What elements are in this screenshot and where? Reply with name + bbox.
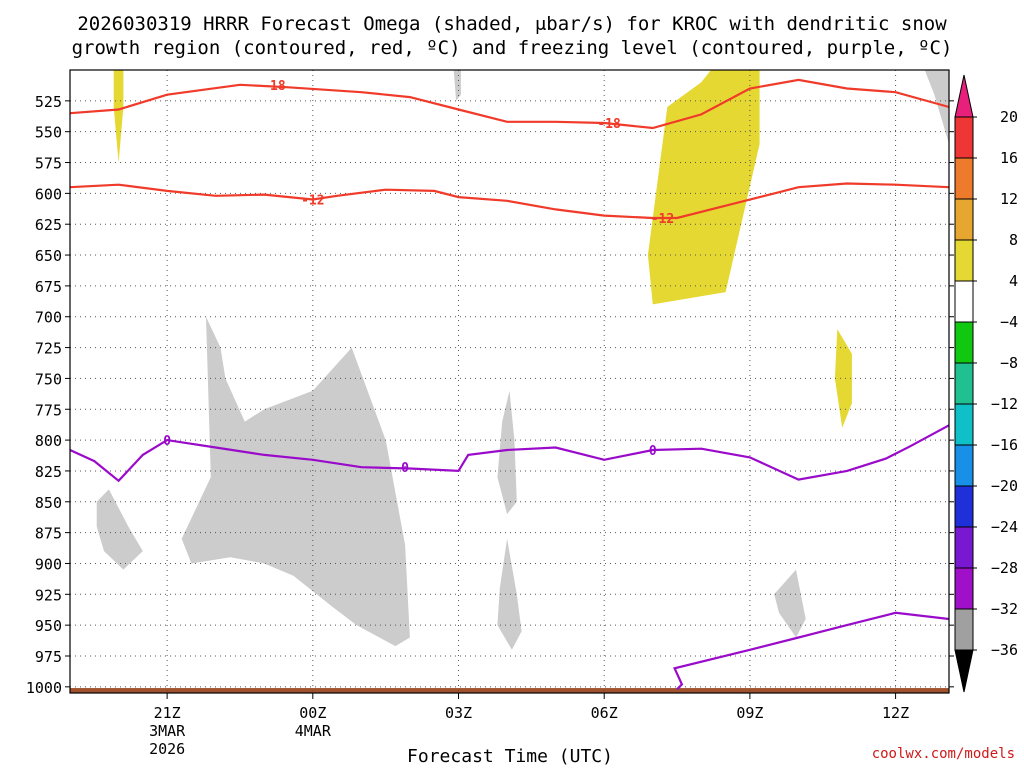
y-tick-label: 575 bbox=[35, 155, 62, 173]
contour-line-1 bbox=[69, 182, 950, 220]
plot-frame bbox=[69, 69, 950, 694]
colorbar-label: 4 bbox=[1009, 272, 1018, 290]
y-tick-label: 850 bbox=[35, 494, 62, 512]
colorbar-swatch bbox=[954, 608, 974, 651]
omega-region-7 bbox=[895, 292, 949, 471]
contour-lines: -18 -18 -12 -12 0 0 0 bbox=[69, 78, 950, 691]
omega-region-13 bbox=[497, 390, 517, 515]
y-tick-label: 725 bbox=[35, 340, 62, 358]
colorbar-label: 12 bbox=[1000, 190, 1018, 208]
y-tick-label: 900 bbox=[35, 555, 62, 573]
colorbar-swatch bbox=[954, 362, 974, 405]
colorbar-swatch bbox=[954, 280, 974, 323]
colorbar-label: −24 bbox=[991, 518, 1018, 536]
x-tick-label: 21Z bbox=[154, 704, 181, 722]
x-axis-label: Forecast Time (UTC) bbox=[407, 746, 613, 767]
colorbar-label: −4 bbox=[1000, 313, 1018, 331]
ground-layer bbox=[70, 688, 949, 693]
colorbar-swatch bbox=[954, 403, 974, 446]
y-tick-label: 825 bbox=[35, 463, 62, 481]
colorbar-swatch bbox=[954, 157, 974, 200]
ground-band bbox=[70, 688, 949, 693]
contour-label: 0 bbox=[401, 461, 409, 476]
y-tick-label: 650 bbox=[35, 247, 62, 265]
colorbar-swatch bbox=[954, 567, 974, 610]
contour-label: -12 bbox=[651, 212, 674, 227]
colorbar-label: −32 bbox=[991, 600, 1018, 618]
colorbar-swatch bbox=[954, 198, 974, 241]
x-tick-year: 2026 bbox=[149, 740, 185, 758]
chart-title-line1: 2026030319 HRRR Forecast Omega (shaded, … bbox=[77, 13, 947, 35]
x-tick-date: 4MAR bbox=[295, 722, 332, 740]
colorbar-top-arrow bbox=[954, 74, 974, 118]
x-tick-label: 12Z bbox=[882, 704, 909, 722]
omega-region-16 bbox=[453, 70, 461, 101]
colorbar-label: −16 bbox=[991, 436, 1018, 454]
contour-label: 0 bbox=[163, 434, 171, 449]
colorbar-bottom-arrow bbox=[954, 649, 974, 693]
contour-line-0 bbox=[69, 78, 950, 130]
colorbar-swatch bbox=[954, 485, 974, 528]
y-axis-ticks: 525 550 575 600 625 650 675 700 725 750 775 800 825 8… bbox=[26, 93, 954, 697]
colorbar-label: −28 bbox=[991, 559, 1018, 577]
omega-region-12 bbox=[346, 440, 364, 527]
omega-region-8 bbox=[96, 489, 143, 570]
colorbar-swatch bbox=[954, 116, 974, 159]
y-tick-label: 950 bbox=[35, 617, 62, 635]
y-tick-label: 925 bbox=[35, 586, 62, 604]
y-tick-label: 625 bbox=[35, 216, 62, 234]
colorbar-label: 16 bbox=[1000, 149, 1018, 167]
omega-region-1 bbox=[113, 70, 124, 163]
colorbar-label: 20 bbox=[1000, 108, 1018, 126]
credit-text: coolwx.com/models bbox=[872, 746, 1015, 762]
omega-region-0 bbox=[91, 70, 148, 379]
x-tick-label: 06Z bbox=[591, 704, 618, 722]
colorbar-swatch bbox=[954, 321, 974, 364]
colorbar-swatch bbox=[954, 526, 974, 569]
colorbar: 20 16 12 8 4 −4 −8 −12 −16 −20 −24 −28 −32 −36 bbox=[954, 74, 1018, 693]
colorbar-label: −8 bbox=[1000, 354, 1018, 372]
colorbar-label: −20 bbox=[991, 477, 1018, 495]
omega-shading bbox=[91, 70, 949, 650]
x-tick-label: 00Z bbox=[299, 704, 326, 722]
x-tick-label: 09Z bbox=[736, 704, 763, 722]
contour-label: 0 bbox=[649, 444, 657, 459]
omega-region-4 bbox=[647, 70, 760, 305]
colorbar-label: −36 bbox=[991, 641, 1018, 659]
contour-label: -12 bbox=[301, 194, 324, 209]
contour-line-3 bbox=[673, 611, 950, 691]
contour-line-2 bbox=[69, 424, 950, 483]
omega-region-17 bbox=[924, 70, 949, 144]
omega-region-5 bbox=[793, 162, 891, 496]
y-tick-label: 775 bbox=[35, 401, 62, 419]
omega-region-6 bbox=[834, 329, 852, 428]
y-tick-label: 600 bbox=[35, 185, 62, 203]
y-tick-label: 675 bbox=[35, 278, 62, 296]
colorbar-label: −12 bbox=[991, 395, 1018, 413]
chart-title-line2: growth region (contoured, red, ºC) and f… bbox=[72, 37, 953, 59]
y-tick-label: 875 bbox=[35, 525, 62, 543]
x-tick-date: 3MAR bbox=[149, 722, 186, 740]
contour-label: -18 bbox=[597, 117, 621, 132]
colorbar-swatch bbox=[954, 239, 974, 282]
colorbar-label: 8 bbox=[1009, 231, 1018, 249]
omega-region-14 bbox=[497, 538, 522, 650]
contour-label: -18 bbox=[262, 79, 286, 94]
y-tick-label: 1000 bbox=[26, 679, 62, 697]
y-tick-label: 525 bbox=[35, 93, 62, 111]
x-tick-label: 03Z bbox=[445, 704, 472, 722]
y-tick-label: 700 bbox=[35, 309, 62, 327]
y-tick-label: 800 bbox=[35, 432, 62, 450]
omega-region-2 bbox=[189, 70, 284, 200]
y-tick-label: 550 bbox=[35, 124, 62, 142]
y-tick-label: 975 bbox=[35, 648, 62, 666]
colorbar-swatch bbox=[954, 444, 974, 487]
y-tick-label: 750 bbox=[35, 370, 62, 388]
omega-region-15 bbox=[774, 569, 806, 638]
